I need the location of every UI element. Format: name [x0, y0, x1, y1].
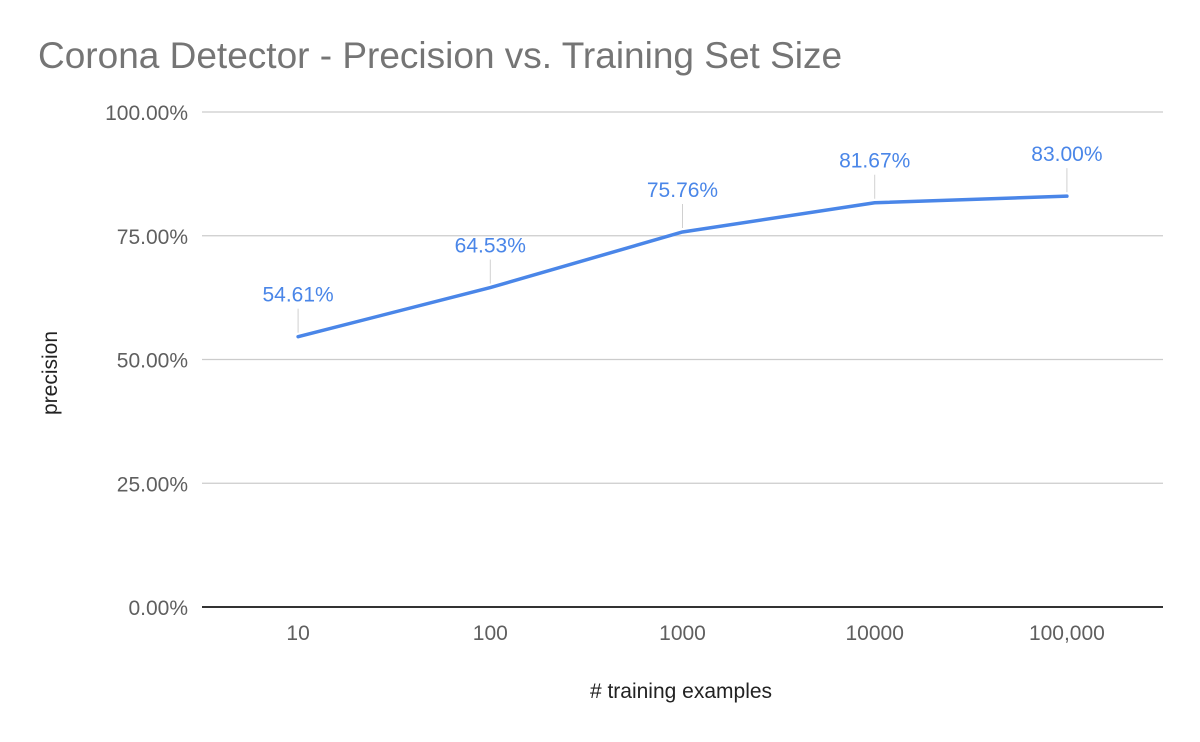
y-axis-ticks: 0.00% 25.00% 50.00% 75.00% 100.00%: [105, 102, 188, 620]
series-layer: [296, 194, 1069, 339]
data-label-leaders: [297, 168, 1068, 333]
y-tick-label: 100.00%: [105, 102, 188, 125]
y-axis-title: precision: [39, 331, 62, 415]
x-axis-title: # training examples: [590, 680, 772, 703]
series-line: [296, 194, 1069, 339]
x-tick-label: 100,000: [1029, 622, 1105, 645]
y-tick-label: 0.00%: [128, 597, 188, 620]
data-labels: 54.61% 64.53% 75.76% 81.67% 83.00%: [262, 143, 1102, 307]
y-tick-label: 50.00%: [117, 350, 188, 373]
data-label: 75.76%: [647, 179, 718, 202]
x-tick-label: 10: [286, 622, 309, 645]
data-label: 54.61%: [262, 284, 333, 307]
data-label: 83.00%: [1031, 143, 1102, 166]
data-label: 64.53%: [455, 235, 526, 258]
gridlines: [202, 111, 1163, 484]
data-label: 81.67%: [839, 150, 910, 173]
x-tick-label: 1000: [659, 622, 706, 645]
y-tick-label: 25.00%: [117, 473, 188, 496]
chart-title: Corona Detector - Precision vs. Training…: [38, 35, 842, 76]
y-tick-label: 75.00%: [117, 226, 188, 249]
x-tick-label: 10000: [845, 622, 903, 645]
x-axis-ticks: 10 100 1000 10000 100,000: [286, 622, 1104, 645]
x-tick-label: 100: [473, 622, 508, 645]
